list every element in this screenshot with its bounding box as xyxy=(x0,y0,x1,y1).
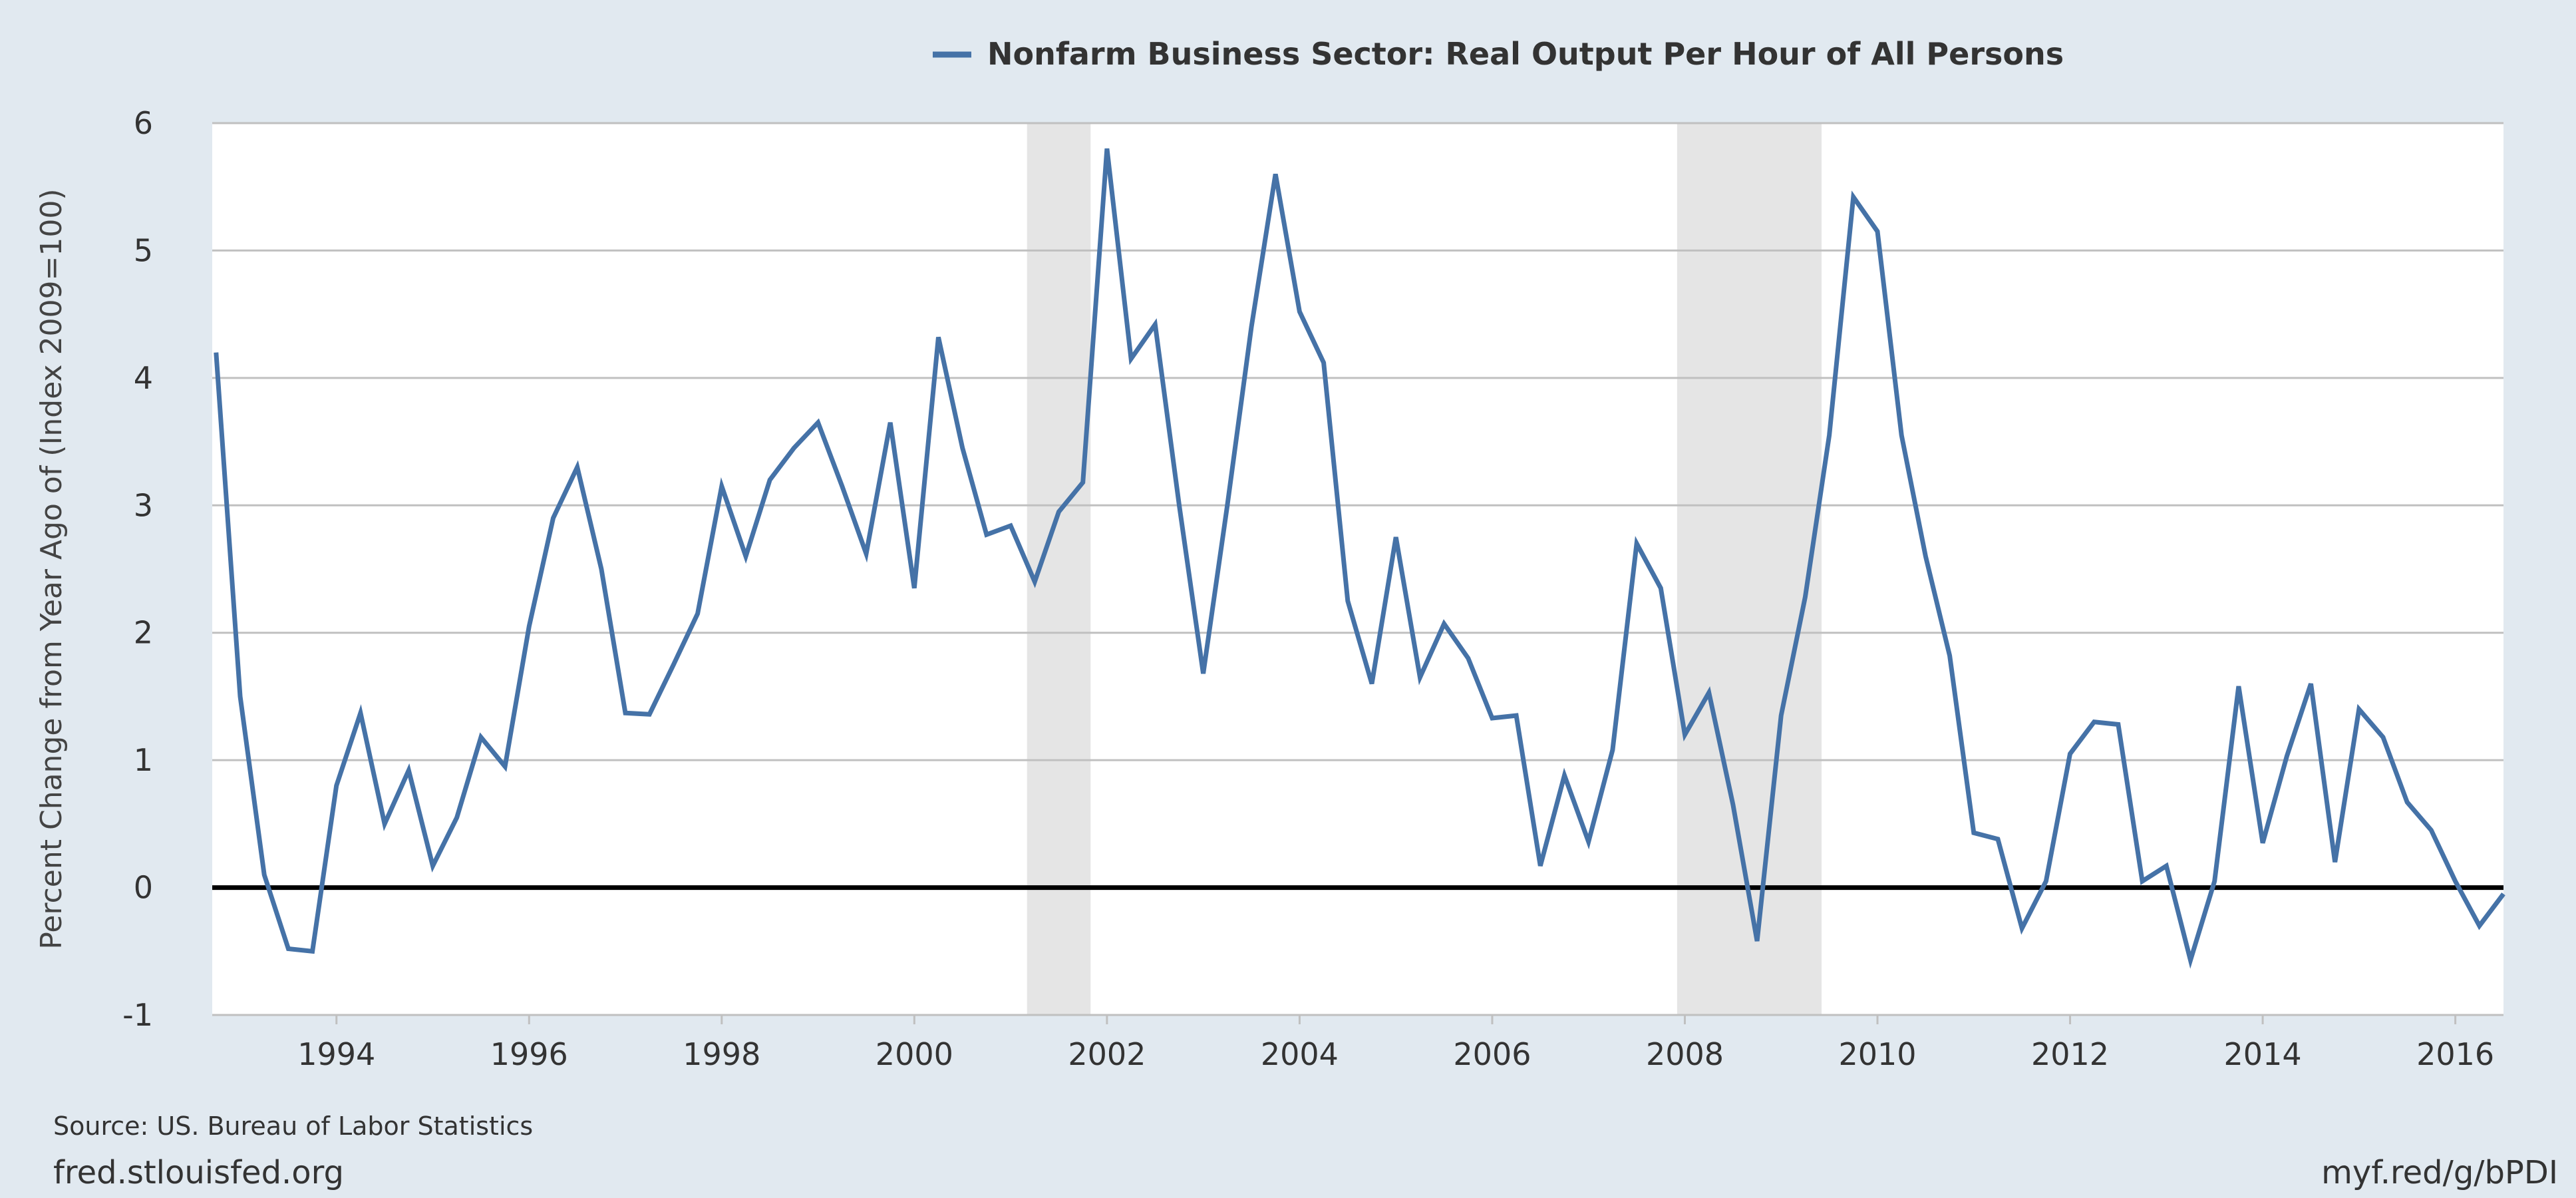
y-axis: -1 0 1 2 3 4 5 6 xyxy=(122,105,153,1033)
x-tick-label: 2012 xyxy=(2031,1036,2109,1072)
y-tick-label: -1 xyxy=(122,997,153,1033)
y-tick-label: 1 xyxy=(134,742,153,778)
x-tick-label: 2002 xyxy=(1068,1036,1146,1072)
series-layer xyxy=(214,148,2505,969)
x-axis: 1994 1996 1998 2000 2002 2004 2006 2008 2010 2012… xyxy=(297,1015,2494,1072)
x-tick-label: 1994 xyxy=(297,1036,375,1072)
y-tick-label: 0 xyxy=(134,870,153,906)
x-tick-label: 2010 xyxy=(1838,1036,1916,1072)
x-tick-label: 2016 xyxy=(2416,1036,2494,1072)
y-tick-label: 2 xyxy=(134,615,153,651)
x-tick-label: 2014 xyxy=(2224,1036,2302,1072)
plot-area xyxy=(212,123,2503,1015)
legend-label: Nonfarm Business Sector: Real Output Per… xyxy=(987,36,2064,72)
gridlines xyxy=(212,122,2503,1016)
x-tick-label: 2004 xyxy=(1261,1036,1339,1072)
y-tick-label: 5 xyxy=(134,232,153,268)
source-note: Source: US. Bureau of Labor Statistics xyxy=(53,1111,533,1141)
short-url-link[interactable]: myf.red/g/bPDI xyxy=(2321,1154,2558,1191)
recession-shading xyxy=(1027,123,1822,1015)
x-tick-label: 1996 xyxy=(490,1036,568,1072)
x-tick-label: 2008 xyxy=(1646,1036,1724,1072)
series-line xyxy=(214,148,2505,969)
fred-site-link[interactable]: fred.stlouisfed.org xyxy=(53,1154,344,1191)
recession-band xyxy=(1677,123,1822,1015)
y-axis-title: Percent Change from Year Ago of (Index 2… xyxy=(35,188,69,949)
x-tick-label: 1998 xyxy=(683,1036,760,1072)
x-tick-label: 2000 xyxy=(876,1036,953,1072)
y-tick-label: 4 xyxy=(134,360,153,396)
legend: Nonfarm Business Sector: Real Output Per… xyxy=(933,36,2064,72)
x-tick-label: 2006 xyxy=(1453,1036,1531,1072)
y-tick-label: 3 xyxy=(134,487,153,523)
recession-band xyxy=(1027,123,1091,1015)
y-tick-label: 6 xyxy=(134,105,153,141)
